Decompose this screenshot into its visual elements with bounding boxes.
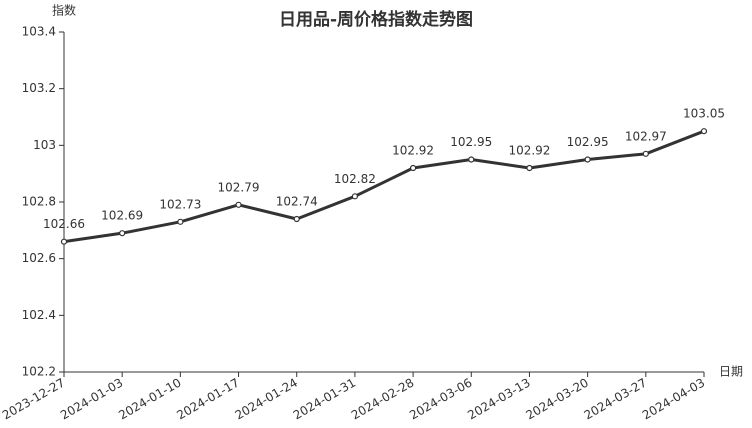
x-axis-label: 日期 (719, 365, 743, 379)
data-label: 102.95 (450, 135, 492, 149)
y-tick-label: 102.4 (22, 308, 56, 322)
x-tick-label: 2024-01-31 (291, 376, 358, 423)
x-tick-label: 2023-12-27 (0, 376, 67, 423)
point (293, 215, 300, 223)
x-tick-label: 2024-03-20 (523, 376, 590, 423)
data-label: 102.95 (567, 135, 609, 149)
x-tick-label: 2024-03-06 (407, 376, 474, 423)
x-tick-label: 2024-01-10 (116, 376, 183, 423)
y-tick-label: 103.2 (22, 81, 56, 95)
x-tick-label: 2024-01-03 (58, 376, 125, 423)
data-label: 102.92 (392, 144, 434, 158)
data-label: 102.66 (43, 217, 85, 231)
point (177, 218, 184, 225)
y-tick-label: 102.2 (22, 365, 56, 379)
point (584, 156, 591, 163)
y-axis-label: 指数 (52, 3, 76, 18)
x-tick-label: 2024-02-28 (349, 376, 416, 423)
point (642, 150, 649, 157)
point (700, 128, 708, 135)
x-tick-label: 2024-03-27 (582, 376, 649, 423)
chart-title: 日用品-周价格指数走势图 (279, 9, 473, 30)
data-label: 102.97 (625, 129, 667, 143)
point (351, 193, 359, 200)
x-tick-label: 2024-04-03 (640, 376, 707, 423)
point (526, 164, 533, 172)
y-tick-label: 103.4 (22, 25, 56, 39)
y-tick-label: 102.8 (22, 195, 56, 209)
point (409, 164, 417, 172)
point (235, 201, 242, 208)
line (63, 129, 705, 244)
data-label: 102.73 (159, 197, 201, 211)
data-label: 102.69 (101, 209, 143, 223)
data-label: 102.92 (508, 144, 550, 158)
x-tick-label: 2024-03-13 (465, 376, 532, 423)
point (60, 238, 68, 245)
data-label: 102.79 (218, 180, 260, 194)
point (119, 230, 126, 237)
y-tick-label: 103 (33, 138, 56, 152)
x-tick-label: 2024-01-24 (233, 376, 300, 423)
point (468, 156, 475, 163)
data-label: 103.05 (683, 107, 725, 121)
data-label: 102.74 (276, 195, 318, 209)
y-tick-label: 102.6 (22, 251, 56, 265)
data-label: 102.82 (334, 172, 376, 186)
x-tick-label: 2024-01-17 (174, 376, 241, 423)
